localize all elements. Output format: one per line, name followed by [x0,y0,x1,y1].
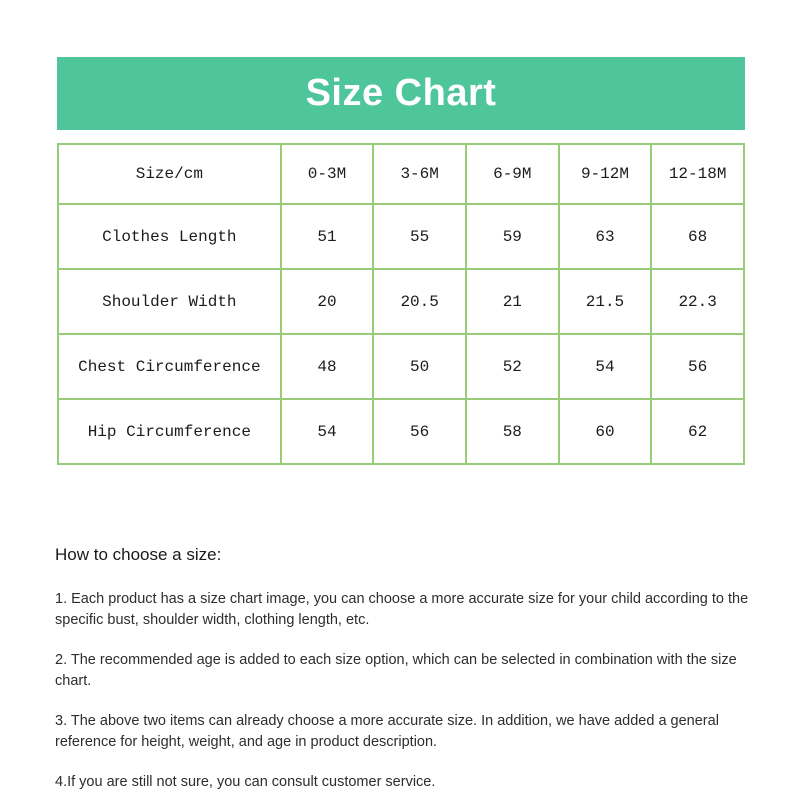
measurement-cell: 62 [650,398,745,465]
row-label-cell: Chest Circumference [57,333,282,400]
row-label-cell: Shoulder Width [57,268,282,335]
measurement-cell: 56 [650,333,745,400]
measurement-cell: 22.3 [650,268,745,335]
table-header: Size/cm 0-3M 3-6M 6-9M 9-12M 12-18M [57,143,745,205]
measurement-cell: 54 [279,398,375,465]
measurement-cell: 54 [557,333,653,400]
measurement-cell: 20 [279,268,375,335]
measurement-cell: 50 [372,333,467,400]
size-column-header: 12-18M [650,143,745,205]
table-row: Hip Circumference 54 56 58 60 62 [57,398,745,465]
table-row: Shoulder Width 20 20.5 21 21.5 22.3 [57,268,745,335]
measurement-cell: 59 [464,203,560,270]
measurement-cell: 63 [557,203,653,270]
row-label-cell: Clothes Length [57,203,282,270]
table-row: Clothes Length 51 55 59 63 68 [57,203,745,270]
size-column-header: 6-9M [464,143,560,205]
measurement-cell: 68 [650,203,745,270]
size-chart-table: Size/cm 0-3M 3-6M 6-9M 9-12M 12-18M Clothes L… [57,143,745,465]
measurement-cell: 60 [557,398,653,465]
howto-item-3: 3. The above two items can already choos… [55,713,719,751]
measurement-cell: 58 [464,398,560,465]
size-column-header: 0-3M [279,143,375,205]
howto-item-1: 1. Each product has a size chart image, … [55,591,749,629]
measurement-cell: 52 [464,333,560,400]
row-label-cell: Hip Circumference [57,398,282,465]
size-unit-header-cell: Size/cm [57,143,282,205]
size-column-header: 3-6M [372,143,467,205]
table-body: Clothes Length 51 55 59 63 68 Shoulder Width 20… [57,203,745,465]
size-column-header: 9-12M [557,143,653,205]
measurement-cell: 48 [279,333,375,400]
table-row: Chest Circumference 48 50 52 54 56 [57,333,745,400]
howto-heading: How to choose a size: [55,545,222,564]
measurement-cell: 21 [464,268,560,335]
measurement-cell: 51 [279,203,375,270]
measurement-cell: 55 [372,203,467,270]
measurement-cell: 56 [372,398,467,465]
howto-item-2: 2. The recommended age is added to each … [55,652,737,690]
title-banner: Size Chart [57,57,745,130]
measurement-cell: 20.5 [372,268,467,335]
howto-section: How to choose a size: 1. Each product ha… [55,545,750,812]
measurement-cell: 21.5 [557,268,653,335]
howto-item-4: 4.If you are still not sure, you can con… [55,774,436,791]
header-row: Size/cm 0-3M 3-6M 6-9M 9-12M 12-18M [57,143,745,205]
page-title: Size Chart [305,72,497,114]
